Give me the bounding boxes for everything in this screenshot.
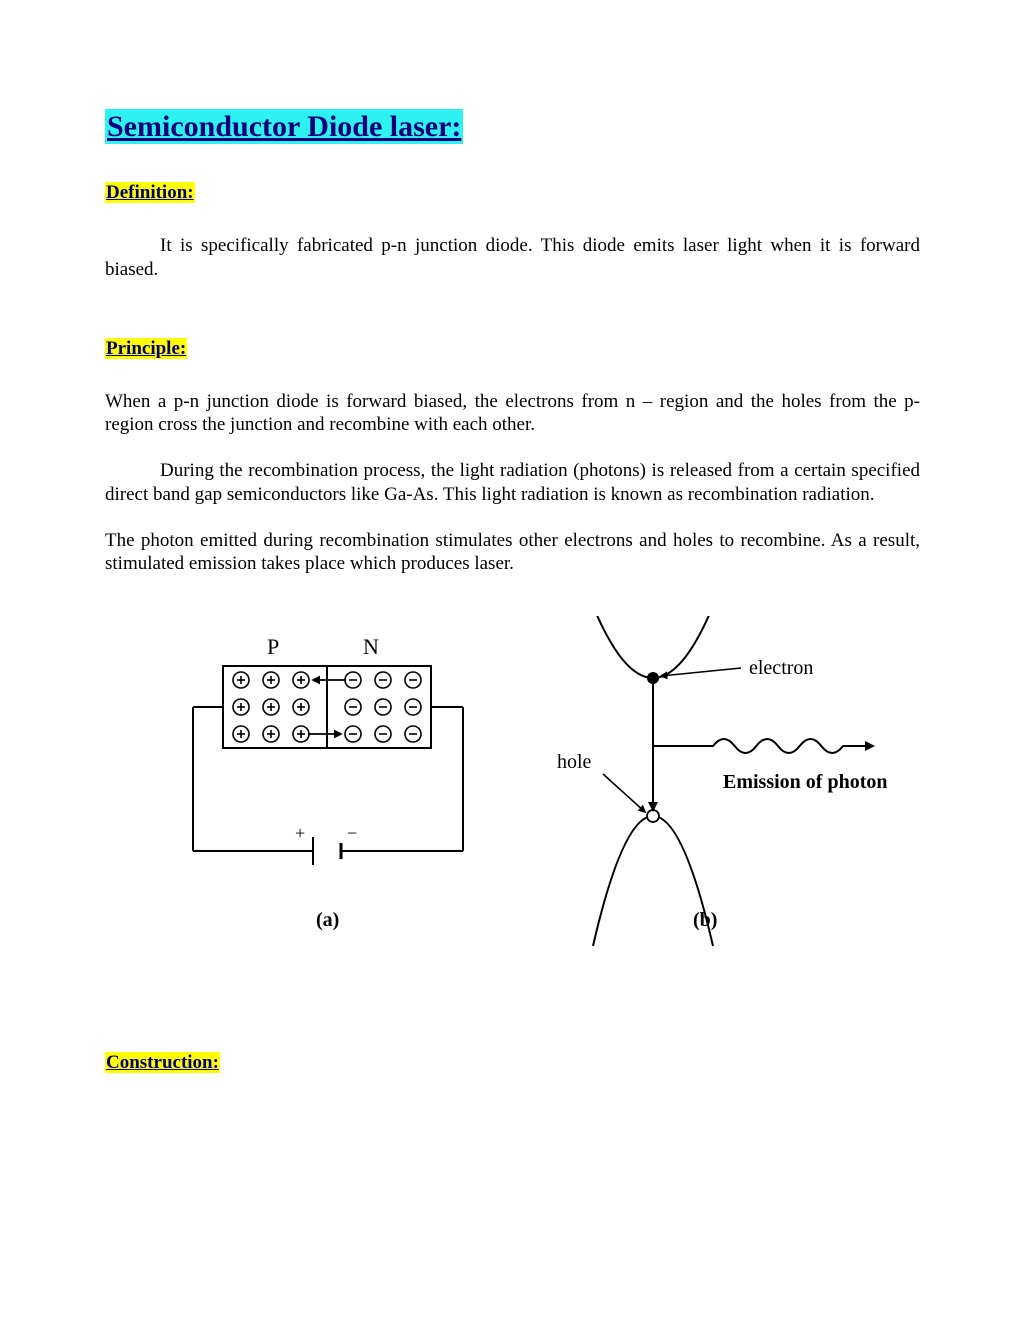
- heading-definition: Definition:: [105, 182, 195, 203]
- svg-text:N: N: [363, 634, 379, 659]
- svg-text:(b): (b): [693, 909, 717, 931]
- principle-para-3: The photon emitted during recombination …: [105, 529, 920, 577]
- svg-text:electron: electron: [749, 657, 813, 679]
- svg-text:hole: hole: [557, 751, 592, 773]
- heading-principle: Principle:: [105, 338, 187, 359]
- figure-container: P N + − (a) electron hole Emission of photon (b): [105, 616, 920, 976]
- heading-construction: Construction:: [105, 1052, 220, 1073]
- page-title: Semiconductor Diode laser:: [105, 109, 463, 144]
- principle-para-2: During the recombination process, the li…: [105, 459, 920, 507]
- spacer: [105, 360, 920, 390]
- svg-text:P: P: [267, 634, 279, 659]
- spacer: [105, 437, 920, 459]
- document-page: Semiconductor Diode laser: Definition: I…: [0, 0, 1020, 1134]
- definition-para: It is specifically fabricated p-n juncti…: [105, 234, 920, 282]
- svg-text:(a): (a): [316, 909, 339, 931]
- svg-text:−: −: [347, 823, 357, 843]
- principle-para-1: When a p-n junction diode is forward bia…: [105, 390, 920, 438]
- svg-text:Emission of photon: Emission of photon: [723, 771, 888, 793]
- spacer: [105, 204, 920, 234]
- spacer: [105, 144, 920, 182]
- diode-figure: P N + − (a) electron hole Emission of photon (b): [133, 616, 893, 976]
- svg-text:+: +: [295, 823, 305, 843]
- spacer: [105, 507, 920, 529]
- spacer: [105, 996, 920, 1052]
- spacer: [105, 282, 920, 338]
